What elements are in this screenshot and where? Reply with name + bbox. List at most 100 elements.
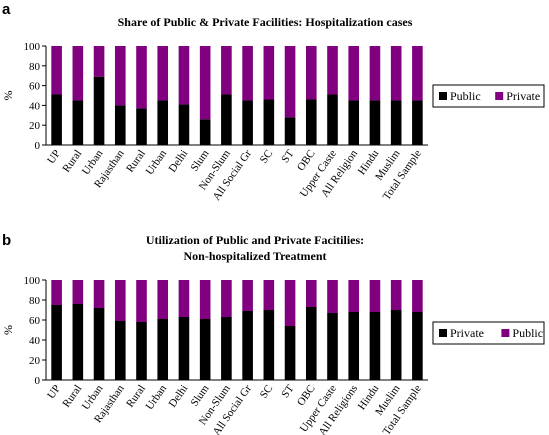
bar-private-4 [136,46,147,109]
y-tick-label: 100 [24,41,41,53]
legend-label-private: Private [506,89,540,103]
bar-private-17 [412,46,423,101]
bar-private-5 [157,46,169,101]
bar-public-7 [199,119,211,145]
bar-public-11 [284,280,296,326]
x-tick-label: UP [45,383,63,401]
chart-title: Share of Public & Private Facilities: Ho… [118,15,413,29]
bar-public-6 [178,104,190,145]
bar-private-11 [284,46,296,118]
bar-public-1 [72,280,84,304]
bar-public-14 [348,280,360,312]
bar-private-2 [93,46,105,77]
bar-public-11 [284,117,296,145]
bar-public-7 [199,280,211,319]
chart-title: Non-hospitalized Treatment [184,249,327,263]
bar-private-10 [263,310,275,380]
x-tick-label: Urban [144,147,170,177]
bar-private-17 [412,312,423,380]
bar-private-14 [348,46,360,101]
bar-private-15 [369,46,381,101]
bar-public-5 [157,100,169,145]
bar-public-3 [114,105,126,145]
bar-private-13 [327,46,338,95]
bar-private-16 [390,310,402,380]
x-tick-label: SC [258,148,276,166]
y-tick-label: 0 [35,140,41,152]
y-tick-label: 20 [29,120,41,132]
bar-public-16 [390,100,402,145]
bar-private-10 [263,46,275,100]
x-tick-label: SC [258,383,276,401]
bar-public-2 [93,76,105,145]
legend-box [432,321,545,345]
legend-label-public: Public [450,89,481,103]
bar-private-9 [242,46,253,101]
legend-label-private: Private [450,326,484,340]
bar-private-14 [348,312,360,380]
bar-public-10 [263,99,275,145]
y-tick-label: 0 [35,375,41,387]
bar-private-6 [178,46,190,105]
bar-public-6 [178,280,190,317]
x-tick-label: ST [279,383,296,401]
bar-public-15 [369,280,381,312]
x-tick-label: Urban [144,382,170,412]
bar-private-7 [199,46,211,120]
bar-public-1 [72,100,84,145]
bar-private-15 [369,312,381,380]
bar-private-8 [221,46,232,95]
y-axis-label: % [1,91,15,101]
bar-public-5 [157,280,169,319]
bar-public-13 [327,280,338,313]
y-tick-label: 40 [29,100,41,112]
y-tick-label: 80 [29,295,41,307]
bar-private-5 [157,319,169,380]
bar-public-4 [136,280,147,322]
y-tick-label: 80 [29,61,41,73]
bar-private-16 [390,46,402,101]
bar-private-12 [305,46,317,100]
bar-public-10 [263,280,275,310]
bar-private-3 [114,321,126,380]
x-tick-label: Delhi [167,383,191,410]
x-tick-label: UP [45,148,63,166]
bar-public-0 [51,280,62,305]
bar-public-4 [136,108,147,145]
panel-letter-a: a [2,1,11,18]
bar-private-12 [305,307,317,380]
y-tick-label: 100 [24,275,41,287]
bar-private-13 [327,313,338,380]
panel-letter-b: b [2,232,11,249]
bar-private-4 [136,322,147,380]
bar-private-11 [284,326,296,380]
bar-private-9 [242,311,253,380]
bar-public-14 [348,100,360,145]
legend-swatch-public [501,329,510,337]
bar-private-6 [178,317,190,380]
bar-public-0 [51,94,62,145]
bar-public-17 [412,100,423,145]
x-tick-label: Delhi [167,148,191,175]
chart-title: Utilization of Public and Private Faciti… [146,233,364,247]
y-tick-label: 60 [29,315,41,327]
bar-public-2 [93,280,105,308]
bar-public-3 [114,280,126,321]
bar-public-12 [305,280,317,307]
bar-private-7 [199,319,211,380]
legend-label-public: Public [512,326,543,340]
x-tick-label: ST [279,148,296,166]
bar-private-0 [51,305,62,380]
legend-swatch-private [439,329,447,337]
bar-private-1 [72,304,84,380]
y-tick-label: 60 [29,81,41,93]
bar-private-2 [93,308,105,380]
bar-private-8 [221,317,232,380]
legend-swatch-public [439,92,447,100]
legend-swatch-private [495,92,504,100]
bar-public-16 [390,280,402,310]
y-tick-label: 20 [29,355,41,367]
bar-public-15 [369,100,381,145]
bar-public-17 [412,280,423,312]
